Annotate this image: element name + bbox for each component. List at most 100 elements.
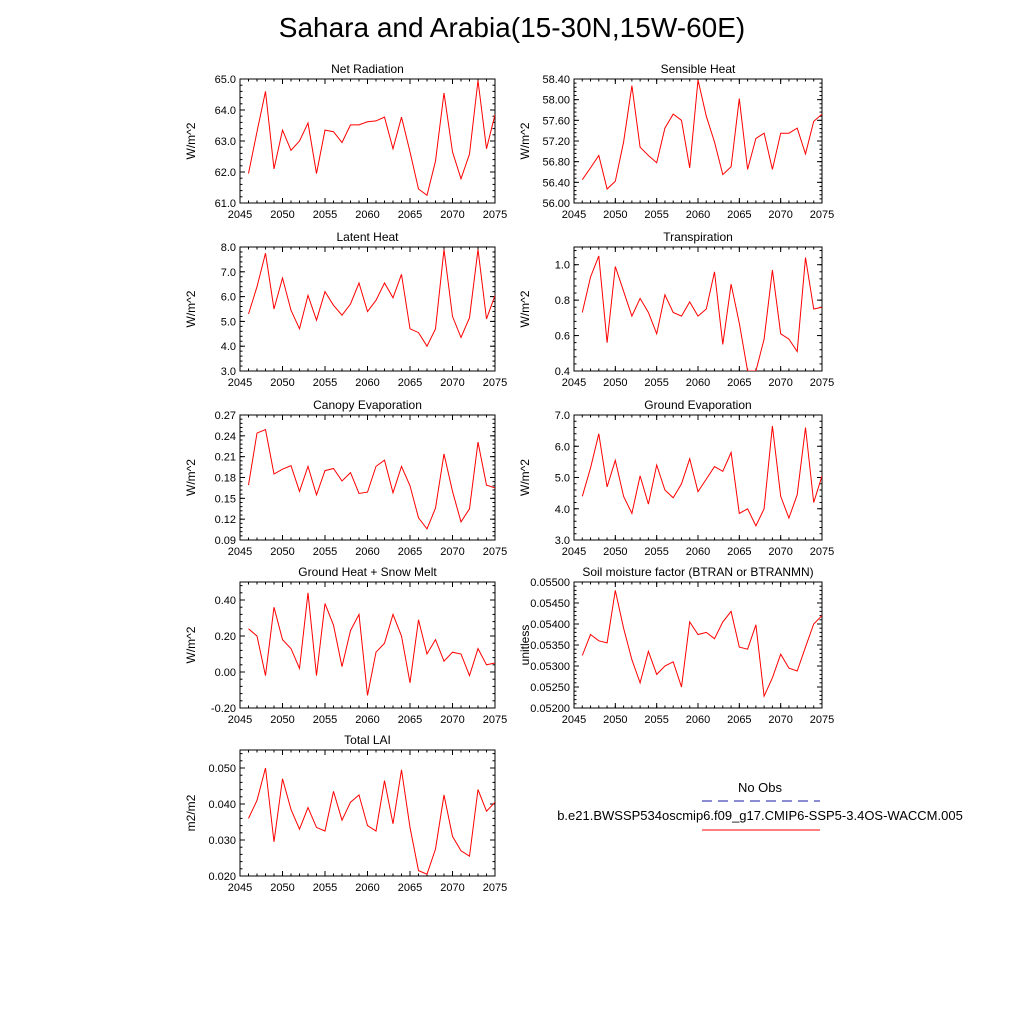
y-tick-label: 0.15 (215, 493, 236, 505)
x-tick-label: 2070 (768, 209, 792, 221)
panel-title: Latent Heat (336, 230, 399, 244)
x-tick-label: 2070 (440, 546, 464, 558)
x-tick-label: 2050 (270, 882, 294, 894)
x-tick-label: 2055 (313, 882, 337, 894)
x-tick-label: 2055 (313, 546, 337, 558)
panel-1: Net Radiation W/m^2 61.0 62.0 63.0 64.0 65.0 20… (184, 62, 507, 221)
y-tick-label: 57.60 (542, 115, 570, 127)
x-tick-label: 2060 (355, 209, 379, 221)
y-axis-label: m2/m2 (184, 794, 198, 831)
y-axis-label: W/m^2 (518, 122, 532, 159)
y-tick-label: 0.8 (555, 295, 570, 307)
x-tick-label: 2050 (270, 209, 294, 221)
x-tick-label: 2065 (398, 377, 422, 389)
x-tick-label: 2060 (686, 546, 710, 558)
series-line (581, 79, 822, 190)
x-tick-label: 2060 (355, 714, 379, 726)
panel-title: Ground Heat + Snow Melt (298, 565, 437, 579)
panel-title: Total LAI (344, 733, 391, 747)
y-tick-label: 6.0 (221, 292, 236, 304)
legend-obs-label: No Obs (738, 780, 783, 795)
y-tick-label: 0.4 (555, 366, 570, 378)
x-tick-label: 2045 (562, 377, 586, 389)
x-tick-label: 2070 (440, 882, 464, 894)
x-tick-label: 2045 (228, 882, 252, 894)
series-line (581, 255, 822, 371)
x-tick-label: 2055 (644, 209, 668, 221)
x-tick-label: 2075 (483, 377, 507, 389)
panel-title: Ground Evaporation (644, 398, 751, 412)
y-tick-label: 0.05250 (530, 682, 570, 694)
x-tick-label: 2055 (644, 377, 668, 389)
y-tick-label: 0.00 (215, 667, 236, 679)
x-tick-label: 2060 (355, 377, 379, 389)
y-tick-label: 64.0 (215, 105, 236, 117)
x-tick-label: 2060 (686, 209, 710, 221)
y-tick-label: 4.0 (555, 504, 570, 516)
x-tick-label: 2070 (768, 377, 792, 389)
x-tick-label: 2065 (398, 882, 422, 894)
x-tick-label: 2050 (270, 377, 294, 389)
y-tick-label: 61.0 (215, 198, 236, 210)
x-tick-label: 2045 (562, 546, 586, 558)
x-tick-label: 2075 (810, 209, 834, 221)
series-line (581, 590, 822, 699)
y-tick-label: 0.040 (208, 799, 236, 811)
y-tick-label: 56.40 (542, 177, 570, 189)
x-tick-label: 2055 (313, 377, 337, 389)
x-tick-label: 2075 (810, 377, 834, 389)
panel-title: Sensible Heat (661, 62, 736, 76)
y-tick-label: 7.0 (221, 267, 236, 279)
legend-model-label: b.e21.BWSSP534oscmip6.f09_g17.CMIP6-SSP5… (557, 808, 963, 823)
plot-frame (239, 581, 496, 709)
y-tick-label: 0.12 (215, 514, 236, 526)
x-tick-label: 2060 (686, 714, 710, 726)
panel-5: Canopy Evaporation W/m^2 0.09 0.12 0.15 0.18 0… (184, 398, 507, 558)
panel-3: Latent Heat W/m^2 3.0 4.0 5.0 6.0 7.0 8.0 2045 20… (184, 230, 507, 389)
panel-2: Sensible Heat W/m^2 56.00 56.40 56.80 57.20 57… (518, 62, 834, 221)
panel-title: Transpiration (663, 230, 733, 244)
y-tick-label: 0.020 (208, 871, 236, 883)
x-tick-label: 2060 (686, 377, 710, 389)
y-tick-label: 0.05350 (530, 640, 570, 652)
plot-frame (239, 414, 496, 541)
x-tick-label: 2045 (228, 714, 252, 726)
y-tick-label: 58.40 (542, 74, 570, 86)
y-tick-label: 58.00 (542, 95, 570, 107)
x-tick-label: 2045 (562, 209, 586, 221)
y-tick-label: 0.05200 (530, 703, 570, 715)
y-tick-label: 0.050 (208, 763, 236, 775)
y-axis-label: W/m^2 (184, 290, 198, 327)
plot-frame (573, 78, 823, 204)
y-tick-label: 56.80 (542, 157, 570, 169)
x-tick-label: 2065 (727, 377, 751, 389)
y-axis-label: unitless (518, 625, 532, 666)
plot-frame (239, 246, 496, 372)
x-tick-label: 2070 (768, 714, 792, 726)
x-tick-label: 2050 (270, 546, 294, 558)
y-tick-label: 0.6 (555, 331, 570, 343)
y-tick-label: 3.0 (221, 366, 236, 378)
panel-8: Soil moisture factor (BTRAN or BTRANMN) u… (518, 565, 834, 726)
panel-6: Ground Evaporation W/m^2 3.0 4.0 5.0 6.0 7.0 20… (518, 398, 834, 558)
y-tick-label: 6.0 (555, 441, 570, 453)
y-tick-label: 0.05500 (530, 577, 570, 589)
plot-frame (573, 581, 823, 709)
x-tick-label: 2065 (727, 209, 751, 221)
x-tick-label: 2050 (270, 714, 294, 726)
x-tick-label: 2070 (440, 209, 464, 221)
panel-title: Net Radiation (331, 62, 404, 76)
figure-title: Sahara and Arabia(15-30N,15W-60E) (278, 12, 746, 43)
x-tick-label: 2075 (483, 546, 507, 558)
x-tick-label: 2050 (603, 209, 627, 221)
y-tick-label: 4.0 (221, 341, 236, 353)
x-tick-label: 2050 (603, 377, 627, 389)
y-axis-label: W/m^2 (518, 459, 532, 496)
series-line (248, 592, 495, 696)
y-tick-label: 0.030 (208, 835, 236, 847)
y-tick-label: 0.24 (215, 431, 236, 443)
y-axis-label: W/m^2 (184, 626, 198, 663)
y-tick-label: 63.0 (215, 136, 236, 148)
y-tick-label: 0.20 (215, 631, 236, 643)
y-tick-label: 1.0 (555, 260, 570, 272)
